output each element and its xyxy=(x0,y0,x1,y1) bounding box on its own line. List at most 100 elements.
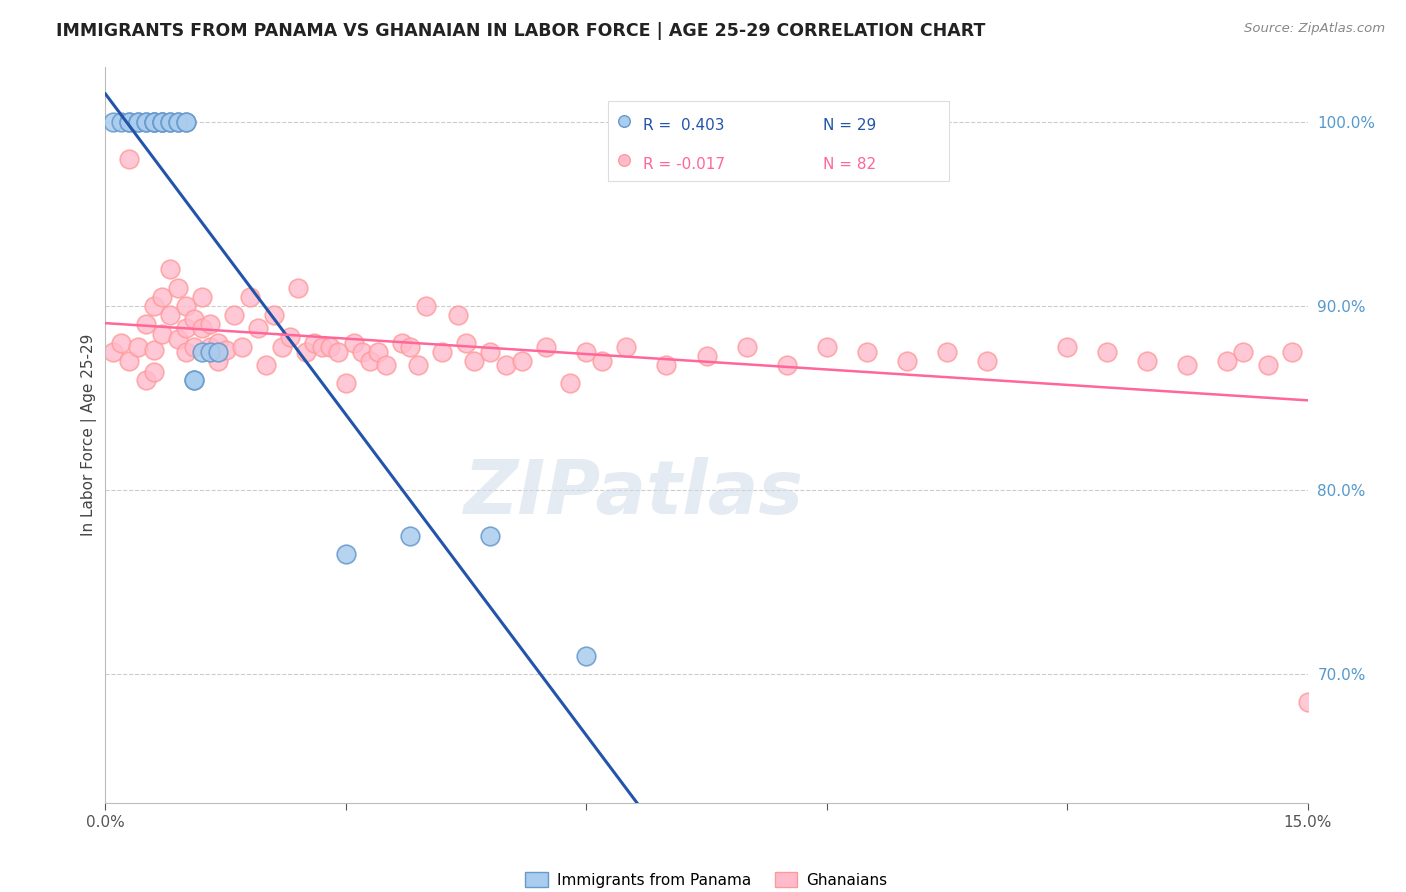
Point xyxy=(406,358,429,372)
Point xyxy=(174,321,197,335)
Point xyxy=(575,345,598,359)
Point xyxy=(135,373,157,387)
Text: R =  0.403: R = 0.403 xyxy=(644,118,724,133)
Y-axis label: In Labor Force | Age 25-29: In Labor Force | Age 25-29 xyxy=(82,334,97,536)
Point xyxy=(198,340,221,354)
Point xyxy=(222,308,245,322)
Point xyxy=(142,115,165,129)
Point xyxy=(454,335,477,350)
Point xyxy=(183,340,205,354)
Text: N = 82: N = 82 xyxy=(823,157,876,172)
Point xyxy=(159,262,181,277)
Point xyxy=(127,115,149,129)
Point xyxy=(166,281,188,295)
Point xyxy=(696,349,718,363)
Point xyxy=(1296,695,1319,709)
Point xyxy=(591,354,613,368)
Text: N = 29: N = 29 xyxy=(823,118,876,133)
Point xyxy=(399,529,422,543)
Point xyxy=(183,373,205,387)
Point xyxy=(110,335,132,350)
Point xyxy=(896,354,918,368)
Point xyxy=(142,115,165,129)
Point xyxy=(127,115,149,129)
Point xyxy=(463,354,485,368)
Point xyxy=(479,529,502,543)
Point xyxy=(118,115,141,129)
Point xyxy=(142,115,165,129)
Point xyxy=(735,340,758,354)
Point xyxy=(150,115,173,129)
Point xyxy=(534,340,557,354)
Point xyxy=(118,152,141,166)
Point xyxy=(1097,345,1119,359)
Point xyxy=(159,308,181,322)
Text: Source: ZipAtlas.com: Source: ZipAtlas.com xyxy=(1244,22,1385,36)
Point xyxy=(159,115,181,129)
Point xyxy=(367,345,389,359)
Point xyxy=(159,115,181,129)
Point xyxy=(447,308,470,322)
Point xyxy=(174,115,197,129)
Point xyxy=(776,358,799,372)
Point xyxy=(613,114,636,128)
Point xyxy=(142,299,165,313)
Point xyxy=(190,290,212,304)
Point xyxy=(166,332,188,346)
Point xyxy=(399,340,422,354)
Point xyxy=(1216,354,1239,368)
Point xyxy=(118,115,141,129)
Point xyxy=(142,343,165,358)
Point xyxy=(391,335,413,350)
Point xyxy=(278,330,301,344)
Point xyxy=(350,345,373,359)
Point xyxy=(287,281,309,295)
Point xyxy=(207,335,229,350)
Point xyxy=(246,321,269,335)
Point xyxy=(231,340,253,354)
Point xyxy=(335,548,357,562)
Point xyxy=(1177,358,1199,372)
Point xyxy=(359,354,381,368)
Point xyxy=(1136,354,1159,368)
Point xyxy=(103,345,125,359)
Point xyxy=(166,115,188,129)
Point xyxy=(103,115,125,129)
Point xyxy=(613,153,636,167)
Point xyxy=(374,358,398,372)
Point xyxy=(302,335,325,350)
Point xyxy=(190,321,212,335)
Point xyxy=(415,299,437,313)
Point xyxy=(135,318,157,332)
Point xyxy=(311,340,333,354)
Point xyxy=(207,354,229,368)
Point xyxy=(174,345,197,359)
Point xyxy=(855,345,877,359)
Legend: Immigrants from Panama, Ghanaians: Immigrants from Panama, Ghanaians xyxy=(519,865,894,892)
Point xyxy=(183,373,205,387)
Point xyxy=(198,345,221,359)
Text: R = -0.017: R = -0.017 xyxy=(644,157,725,172)
Point xyxy=(1281,345,1303,359)
Point xyxy=(510,354,533,368)
Point xyxy=(575,648,598,663)
Text: ZIPatlas: ZIPatlas xyxy=(464,458,804,530)
Text: IMMIGRANTS FROM PANAMA VS GHANAIAN IN LABOR FORCE | AGE 25-29 CORRELATION CHART: IMMIGRANTS FROM PANAMA VS GHANAIAN IN LA… xyxy=(56,22,986,40)
Point xyxy=(239,290,262,304)
Point xyxy=(150,326,173,341)
Point xyxy=(207,345,229,359)
Point xyxy=(190,345,212,359)
Point xyxy=(335,376,357,391)
Point xyxy=(560,376,582,391)
Point xyxy=(430,345,453,359)
Point xyxy=(150,115,173,129)
Point xyxy=(174,299,197,313)
Point xyxy=(270,340,292,354)
Point xyxy=(135,115,157,129)
Point xyxy=(319,340,342,354)
Point xyxy=(135,115,157,129)
Point xyxy=(150,115,173,129)
Point xyxy=(110,115,132,129)
Point xyxy=(1257,358,1279,372)
Point xyxy=(166,115,188,129)
